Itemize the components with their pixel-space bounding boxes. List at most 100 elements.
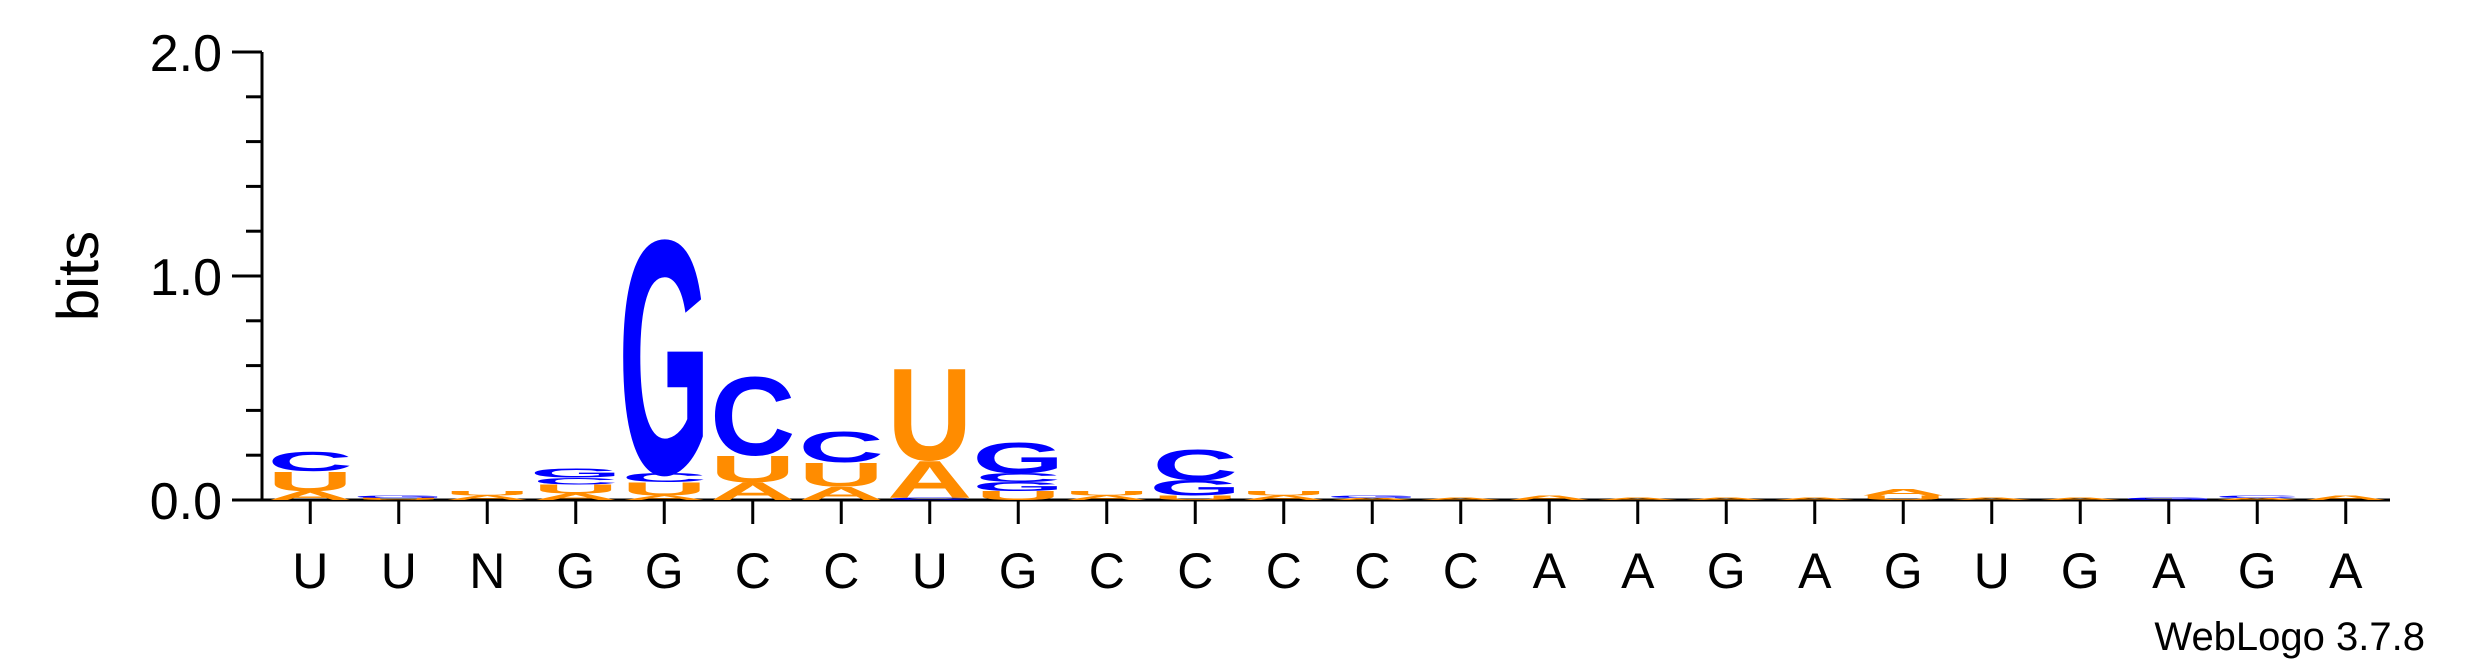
logo-letter-C: C xyxy=(533,476,618,487)
logo-column: AC xyxy=(2215,495,2300,501)
logo-letter-U: U xyxy=(799,456,884,494)
x-tick-label: G xyxy=(2061,543,2100,599)
x-tick-label: U xyxy=(381,543,417,599)
logo-column: AUC xyxy=(799,422,884,504)
logo-letter-A: A xyxy=(622,494,707,501)
y-tick-label: 2.0 xyxy=(150,25,222,83)
logo-letter-A: A xyxy=(710,478,795,506)
logo-letter-C: C xyxy=(268,446,353,478)
x-tick-label: A xyxy=(1533,543,1567,599)
y-tick-label: 0.0 xyxy=(150,473,222,531)
logo-letter-U: U xyxy=(268,466,353,498)
logo-column: A xyxy=(1418,497,1503,501)
logo-letter-A: A xyxy=(1949,497,2034,501)
logo-letter-U: U xyxy=(356,497,441,501)
x-tick-label: G xyxy=(1707,543,1746,599)
x-tick-label: A xyxy=(2329,543,2363,599)
logo-column: UG xyxy=(353,495,445,501)
x-tick-label: U xyxy=(1974,543,2010,599)
logo-letter-A: A xyxy=(2215,497,2300,501)
logo-letter-C: C xyxy=(2215,495,2300,499)
logo-letter-U: U xyxy=(1064,490,1149,497)
weblogo-credit: WebLogo 3.7.8 xyxy=(2154,615,2425,659)
logo-letter-C: C xyxy=(799,422,884,471)
logo-letter-U: U xyxy=(622,479,707,500)
y-ticks: 0.0 1.0 2.0 xyxy=(150,25,262,531)
x-tick-label: C xyxy=(735,543,771,599)
x-tick-label: G xyxy=(645,543,684,599)
logo-letter-U: U xyxy=(887,342,972,488)
x-tick-label: G xyxy=(556,543,595,599)
logo-column: CAU xyxy=(887,342,972,510)
logo-column: AUC xyxy=(710,355,795,506)
logo-column: A xyxy=(2038,497,2123,501)
y-tick-label: 1.0 xyxy=(150,249,222,307)
x-tick-label: C xyxy=(1354,543,1390,599)
logo-column: A xyxy=(1507,494,1592,501)
logo-letter-U: U xyxy=(533,482,618,496)
x-tick-label: A xyxy=(2152,543,2186,599)
logo-letter-A: A xyxy=(2038,497,2123,501)
logo-letter-A: A xyxy=(2303,494,2388,501)
logo-letter-G: G xyxy=(618,172,710,545)
logo-letter-U: U xyxy=(1861,494,1946,501)
logo-letter-G: G xyxy=(972,480,1064,494)
x-tick-label: A xyxy=(1798,543,1832,599)
x-tick-label: G xyxy=(999,543,1038,599)
logo-letter-A: A xyxy=(1241,494,1326,501)
x-tick-label: A xyxy=(1621,543,1655,599)
logo-column: G xyxy=(2123,497,2215,501)
logo-letter-U: U xyxy=(1153,494,1238,501)
logo-column: UA xyxy=(1861,487,1946,501)
logo-letter-A: A xyxy=(1861,487,1946,498)
logo-letter-C: C xyxy=(887,497,972,501)
logo-letter-C: C xyxy=(1153,440,1238,489)
logo-letter-G: G xyxy=(530,466,622,480)
logo-letter-G: G xyxy=(2123,497,2215,501)
logo-letter-A: A xyxy=(445,494,530,501)
logo-column: AUC xyxy=(268,446,353,503)
logo-letter-A: A xyxy=(799,483,884,504)
logo-letter-U: U xyxy=(710,448,795,490)
logo-letter-C: C xyxy=(710,355,795,480)
logo-letter-A: A xyxy=(1064,494,1149,501)
x-tick-label: C xyxy=(1443,543,1479,599)
logo-letter-A: A xyxy=(1684,497,1769,501)
logo-column: A xyxy=(1772,497,1857,501)
logo-letter-A: A xyxy=(1507,494,1592,501)
logo-letter-G: G xyxy=(353,495,445,499)
logo-letter-A: A xyxy=(268,489,353,503)
x-tick-label: C xyxy=(1266,543,1302,599)
x-tick-label: C xyxy=(823,543,859,599)
logo-column: A xyxy=(2303,494,2388,501)
logo-letter-U: U xyxy=(1241,490,1326,497)
logo-letter-G: G xyxy=(1326,495,1418,499)
logo-letter-A: A xyxy=(1330,497,1415,501)
logo-letter-C: C xyxy=(976,471,1061,485)
logo-letter-G: G xyxy=(972,433,1064,482)
logo-column: AU xyxy=(445,490,530,502)
x-tick-label: N xyxy=(469,543,505,599)
logo-column: AU xyxy=(1064,490,1149,502)
y-axis-title: bits xyxy=(46,231,111,321)
logo-letter-A: A xyxy=(1418,497,1503,501)
x-tick-label: U xyxy=(912,543,948,599)
logo-column: A xyxy=(1684,497,1769,501)
x-tick-label: G xyxy=(2238,543,2277,599)
x-tick-label: C xyxy=(1089,543,1125,599)
logo-column: AU xyxy=(1241,490,1326,502)
logo-column: AG xyxy=(1326,495,1418,501)
x-tick-label: C xyxy=(1177,543,1213,599)
logo-letter-U: U xyxy=(445,490,530,497)
logo-letter-A: A xyxy=(1595,497,1680,501)
logo-column: A xyxy=(1595,497,1680,501)
logo-letter-A: A xyxy=(533,491,618,502)
x-tick-label: G xyxy=(1884,543,1923,599)
logo-column: A xyxy=(1949,497,2034,501)
x-tick-label: U xyxy=(292,543,328,599)
logo-column: UGC xyxy=(1149,440,1241,501)
